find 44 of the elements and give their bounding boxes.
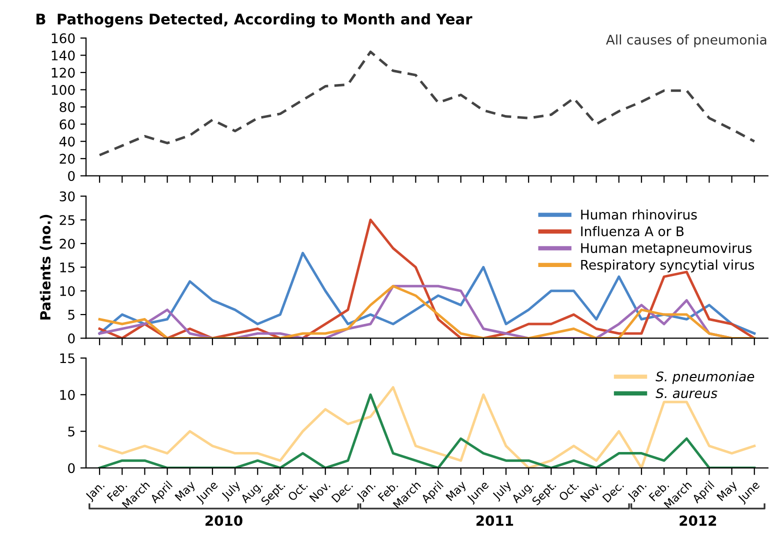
legend-label: Respiratory syncytial virus [581, 260, 754, 272]
x-tick-label: Oct. [558, 480, 579, 502]
y-tick-label: 15 [60, 262, 74, 272]
y-tick-label: 40 [59, 136, 75, 147]
y-tick-label: 0 [68, 333, 75, 344]
y-tick-label: 60 [60, 119, 75, 130]
y-tick-label: 0 [68, 171, 75, 182]
y-tick-label: 140 [52, 50, 75, 60]
line-series [98, 218, 756, 338]
x-tick-label: Nov. [580, 480, 602, 502]
y-tick-label: 10 [60, 286, 75, 296]
y-tick-label: 15 [60, 353, 74, 364]
y-tick-label: 20 [60, 154, 75, 164]
legend-label: S. pneumoniae [656, 371, 754, 384]
y-tick-label: 120 [52, 68, 75, 78]
chart-title: B Pathogens Detected, According to Month and Year [36, 13, 472, 28]
x-tick-label: Nov. [309, 480, 331, 502]
x-tick-label: Dec. [331, 480, 354, 503]
legend-label: S. aureus [656, 388, 718, 398]
y-tick-label: 10 [60, 390, 75, 400]
legend-label: Human rhinovirus [581, 209, 697, 220]
legend-label: Influenza A or B [581, 226, 684, 236]
line-series [98, 50, 756, 156]
text: All causes of pneumonia [606, 34, 766, 48]
y-tick-label: 160 [52, 33, 75, 44]
text: 2011 [476, 515, 514, 526]
y-tick-label: 30 [60, 191, 75, 202]
y-tick-label: 25 [60, 215, 74, 226]
x-tick-label: Oct. [287, 480, 308, 502]
x-tick-label: Jan. [84, 480, 106, 502]
line-series [98, 284, 756, 338]
y-tick-label: 0 [68, 463, 75, 474]
y-tick-label: 5 [68, 310, 74, 320]
text: 2010 [206, 515, 242, 526]
y-tick-label: 100 [52, 84, 75, 95]
legend-label: Human metapneumovirus [581, 242, 752, 256]
text: 2012 [680, 515, 716, 526]
x-tick-label: Dec. [602, 480, 624, 503]
y-tick-label: 20 [60, 238, 75, 249]
y-tick-label: 5 [68, 426, 74, 436]
x-tick-label: Jan. [356, 480, 378, 502]
x-tick-label: Jan. [626, 480, 648, 502]
y-tick-label: 80 [60, 102, 75, 112]
y-axis-title: Patients (no.) [40, 214, 52, 320]
